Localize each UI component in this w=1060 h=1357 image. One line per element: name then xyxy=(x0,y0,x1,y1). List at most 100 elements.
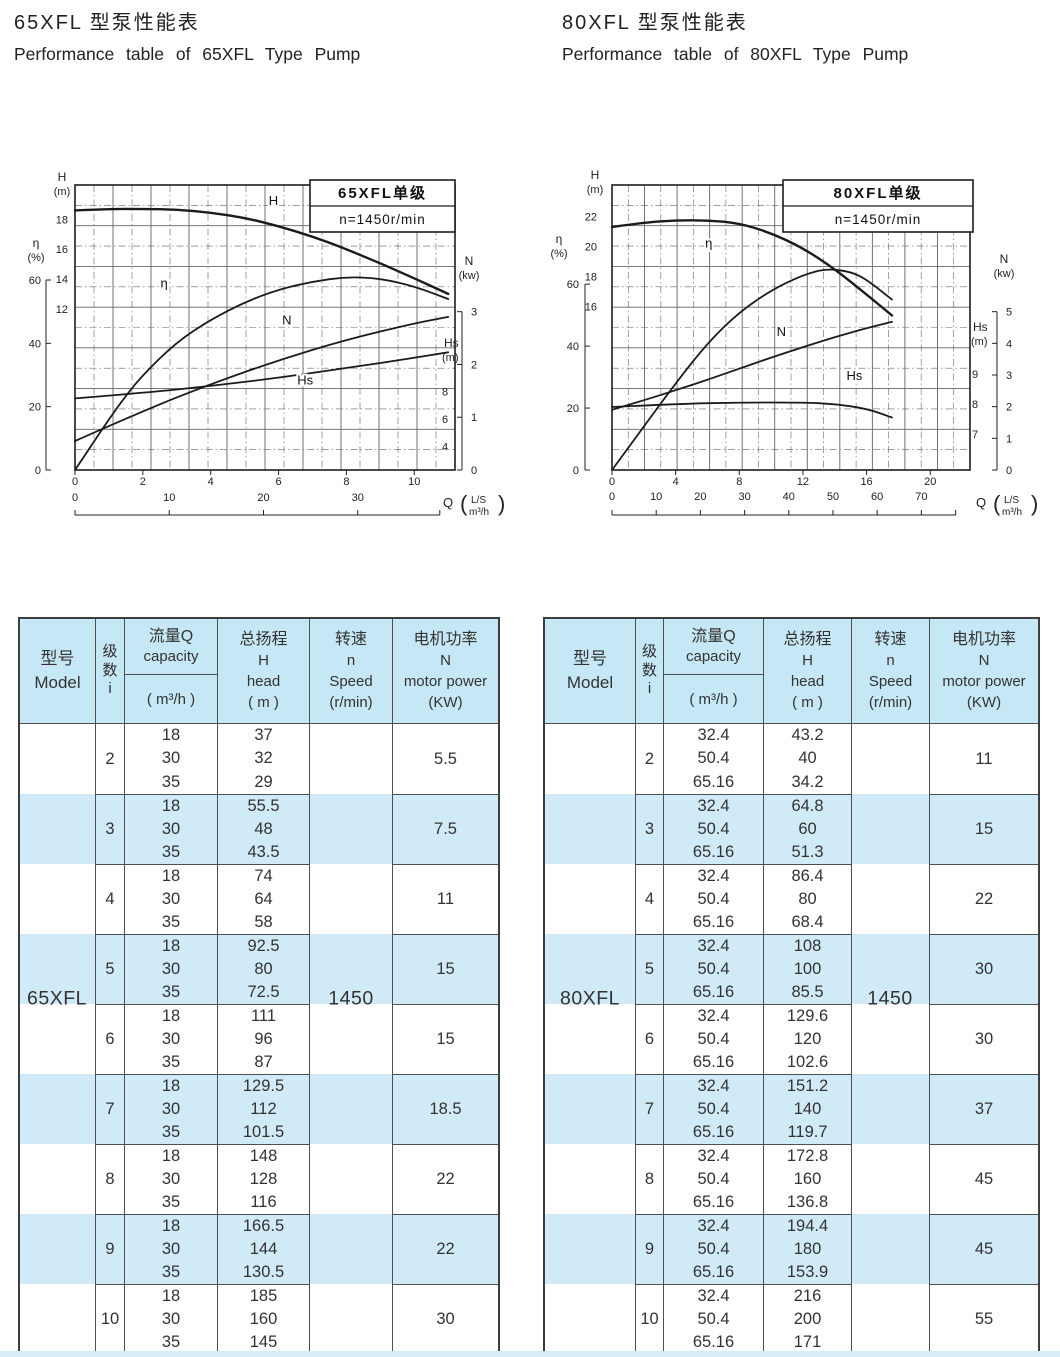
value: 80 xyxy=(254,959,273,978)
series-η-curve xyxy=(611,268,893,471)
model-value: 65XFL xyxy=(27,987,87,1010)
value: 50.4 xyxy=(697,1239,730,1258)
value: 30 xyxy=(161,1169,181,1188)
value: 5 xyxy=(644,960,655,978)
svg-text:(kw): (kw) xyxy=(994,268,1015,280)
svg-text:6: 6 xyxy=(442,414,448,426)
column-header-capacity: 流量Q capacity ( m³/h ) xyxy=(663,619,763,723)
speed-span-cell xyxy=(851,1004,929,1074)
header-label: n xyxy=(346,652,356,669)
svg-text:(m): (m) xyxy=(442,352,459,364)
capacity-cell: 18 30 35 xyxy=(124,1004,217,1074)
svg-text:10: 10 xyxy=(163,492,175,504)
svg-text:(: ( xyxy=(993,491,1001,516)
stage-count-cell: 5 xyxy=(635,934,663,1004)
value: 64.8 xyxy=(791,796,824,815)
model-span-cell xyxy=(20,864,95,934)
motor-power-cell: 22 xyxy=(392,1214,498,1284)
value: 18.5 xyxy=(429,1100,462,1118)
motor-power-cell: 30 xyxy=(929,1004,1038,1074)
capacity-cell: 32.4 50.4 65.16 xyxy=(663,1144,763,1214)
chart-title-box: 80XFL单级 n=1450r/min xyxy=(782,179,974,233)
stage-row-6: 6 18 30 35 111 96 87 15 xyxy=(20,1004,498,1074)
svg-text:0: 0 xyxy=(609,491,615,503)
svg-text:(kw): (kw) xyxy=(459,270,480,282)
value: 32 xyxy=(254,749,273,768)
value: 60 xyxy=(798,819,817,838)
capacity-cell: 18 30 35 xyxy=(124,724,217,794)
svg-text:(%): (%) xyxy=(27,252,44,264)
stage-row-5: 5 32.4 50.4 65.16 108 100 85.5 30 xyxy=(545,934,1038,1004)
header-label: Model xyxy=(566,673,614,692)
n-axis: N (kw) 3 2 1 0 xyxy=(457,254,479,477)
value: 3 xyxy=(105,820,115,838)
svg-text:2: 2 xyxy=(471,359,477,371)
grid xyxy=(612,185,970,470)
speed-span-cell xyxy=(851,1214,929,1284)
capacity-header-unit: ( m³/h ) xyxy=(664,675,763,723)
value: 11 xyxy=(975,749,993,768)
table-header-row: 型号 Model 级 数 i 流量Q capacity ( m³/h ) 总扬程… xyxy=(545,619,1038,724)
value: 30 xyxy=(161,959,181,978)
motor-power-cell: 45 xyxy=(929,1144,1038,1214)
svg-text:60: 60 xyxy=(29,275,41,287)
column-header-model: 型号 Model xyxy=(545,619,635,723)
value: 50.4 xyxy=(697,1029,730,1048)
motor-power-cell: 15 xyxy=(929,794,1038,864)
head-cell: 111 96 87 xyxy=(217,1004,309,1074)
value: 7 xyxy=(105,1100,115,1118)
value: 160 xyxy=(249,1309,278,1328)
header-label: (r/min) xyxy=(329,694,373,711)
stage-count-cell: 7 xyxy=(95,1074,124,1144)
svg-text:8: 8 xyxy=(972,399,978,411)
column-header-head: 总扬程 H head ( m ) xyxy=(217,619,309,723)
value: 18 xyxy=(161,1076,181,1095)
capacity-header-top: 流量Q capacity xyxy=(664,619,763,676)
svg-text:Q: Q xyxy=(976,495,986,510)
value: 100 xyxy=(793,959,822,978)
svg-text:20: 20 xyxy=(257,492,269,504)
head-cell: 194.4 180 153.9 xyxy=(763,1214,851,1284)
stage-row-10: 10 32.4 50.4 65.16 216 200 171 55 xyxy=(545,1284,1038,1354)
head-cell: 74 64 58 xyxy=(217,864,309,934)
value: 96 xyxy=(254,1029,273,1048)
value: 8 xyxy=(644,1170,655,1188)
motor-power-cell: 22 xyxy=(929,864,1038,934)
value: 51.3 xyxy=(791,843,824,862)
capacity-cell: 32.4 50.4 65.16 xyxy=(663,1074,763,1144)
header-label: n xyxy=(886,652,895,669)
svg-text:9: 9 xyxy=(972,369,978,381)
column-header-head: 总扬程 H head ( m ) xyxy=(763,619,851,723)
series-Hs-curve xyxy=(74,351,450,400)
svg-text:0: 0 xyxy=(35,465,41,477)
svg-text:0: 0 xyxy=(1006,465,1012,477)
value: 32.4 xyxy=(697,1216,730,1235)
value: 50.4 xyxy=(697,1169,730,1188)
header-label: 型号 xyxy=(573,649,607,668)
capacity-header-unit: ( m³/h ) xyxy=(125,675,217,723)
svg-text:22: 22 xyxy=(585,212,597,224)
value: 172.8 xyxy=(786,1146,829,1165)
header-label: 级 xyxy=(641,643,657,661)
hs-axis: Hs (m) 8 6 4 xyxy=(442,336,459,454)
value: 18 xyxy=(161,1216,181,1235)
stage-row-3: 3 18 30 35 55.5 48 43.5 7.5 xyxy=(20,794,498,864)
svg-text:(: ( xyxy=(460,491,468,516)
motor-power-cell: 15 xyxy=(392,934,498,1004)
svg-text:8: 8 xyxy=(343,476,349,488)
value: 15 xyxy=(974,820,994,838)
value: 32.4 xyxy=(697,796,730,815)
stage-count-cell: 10 xyxy=(635,1284,663,1354)
head-cell: 172.8 160 136.8 xyxy=(763,1144,851,1214)
head-cell: 64.8 60 51.3 xyxy=(763,794,851,864)
model-span-cell xyxy=(545,1004,635,1074)
value: 18 xyxy=(161,796,181,815)
performance-chart-65xfl: 0 2 4 6 8 10 0 10 20 30 Q(L/S m³/h) H (m) 18 16 14 12 η (%)… xyxy=(20,163,510,531)
header-label: 流量Q xyxy=(691,628,736,646)
svg-text:50: 50 xyxy=(827,491,839,503)
svg-text:0: 0 xyxy=(72,492,78,504)
motor-power-cell: 30 xyxy=(392,1284,498,1354)
value: 30 xyxy=(161,749,181,768)
value: 153.9 xyxy=(786,1263,829,1282)
capacity-cell: 18 30 35 xyxy=(124,1074,217,1144)
